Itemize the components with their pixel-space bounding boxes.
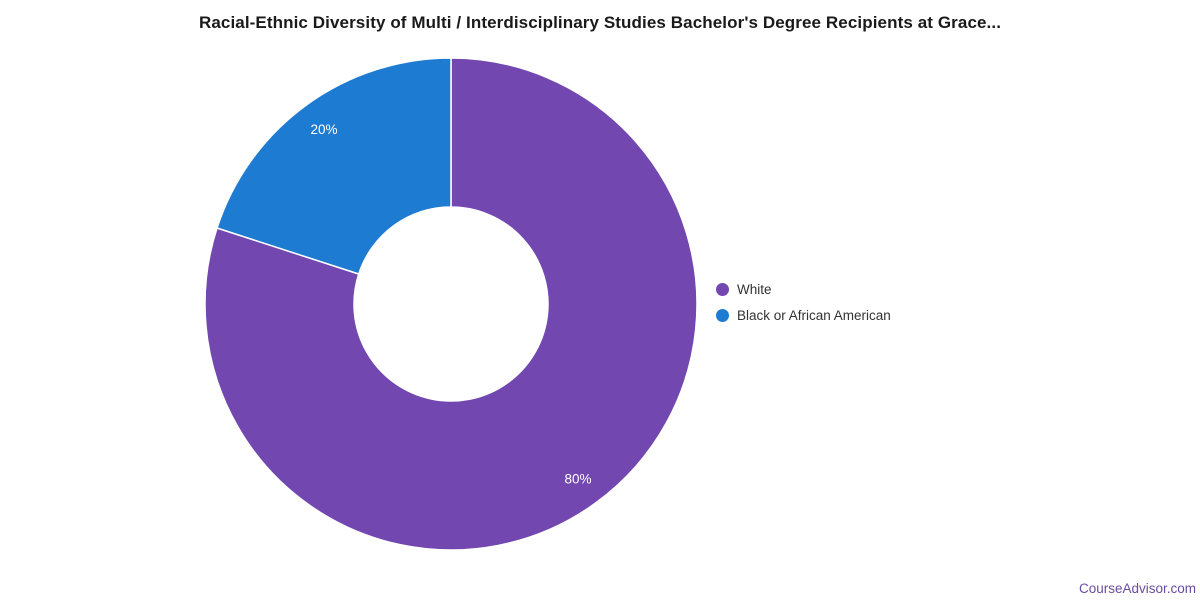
slice-label-black-or-african-american: 20% bbox=[311, 122, 338, 137]
legend-item-white[interactable]: White bbox=[716, 276, 891, 302]
chart-title: Racial-Ethnic Diversity of Multi / Inter… bbox=[198, 13, 1002, 32]
slice-label-white: 80% bbox=[564, 471, 591, 486]
legend-marker-black-or-african-american bbox=[716, 308, 729, 322]
legend-marker-white bbox=[716, 282, 729, 296]
legend: White Black or African American bbox=[716, 276, 891, 328]
pie-slice-white[interactable] bbox=[204, 57, 698, 551]
pie-slice-black-or-african-american[interactable] bbox=[216, 57, 452, 275]
legend-label-white: White bbox=[737, 281, 772, 297]
legend-item-black-or-african-american[interactable]: Black or African American bbox=[716, 302, 891, 328]
legend-label-black-or-african-american: Black or African American bbox=[737, 307, 891, 323]
watermark-link[interactable]: CourseAdvisor.com bbox=[1078, 581, 1196, 596]
